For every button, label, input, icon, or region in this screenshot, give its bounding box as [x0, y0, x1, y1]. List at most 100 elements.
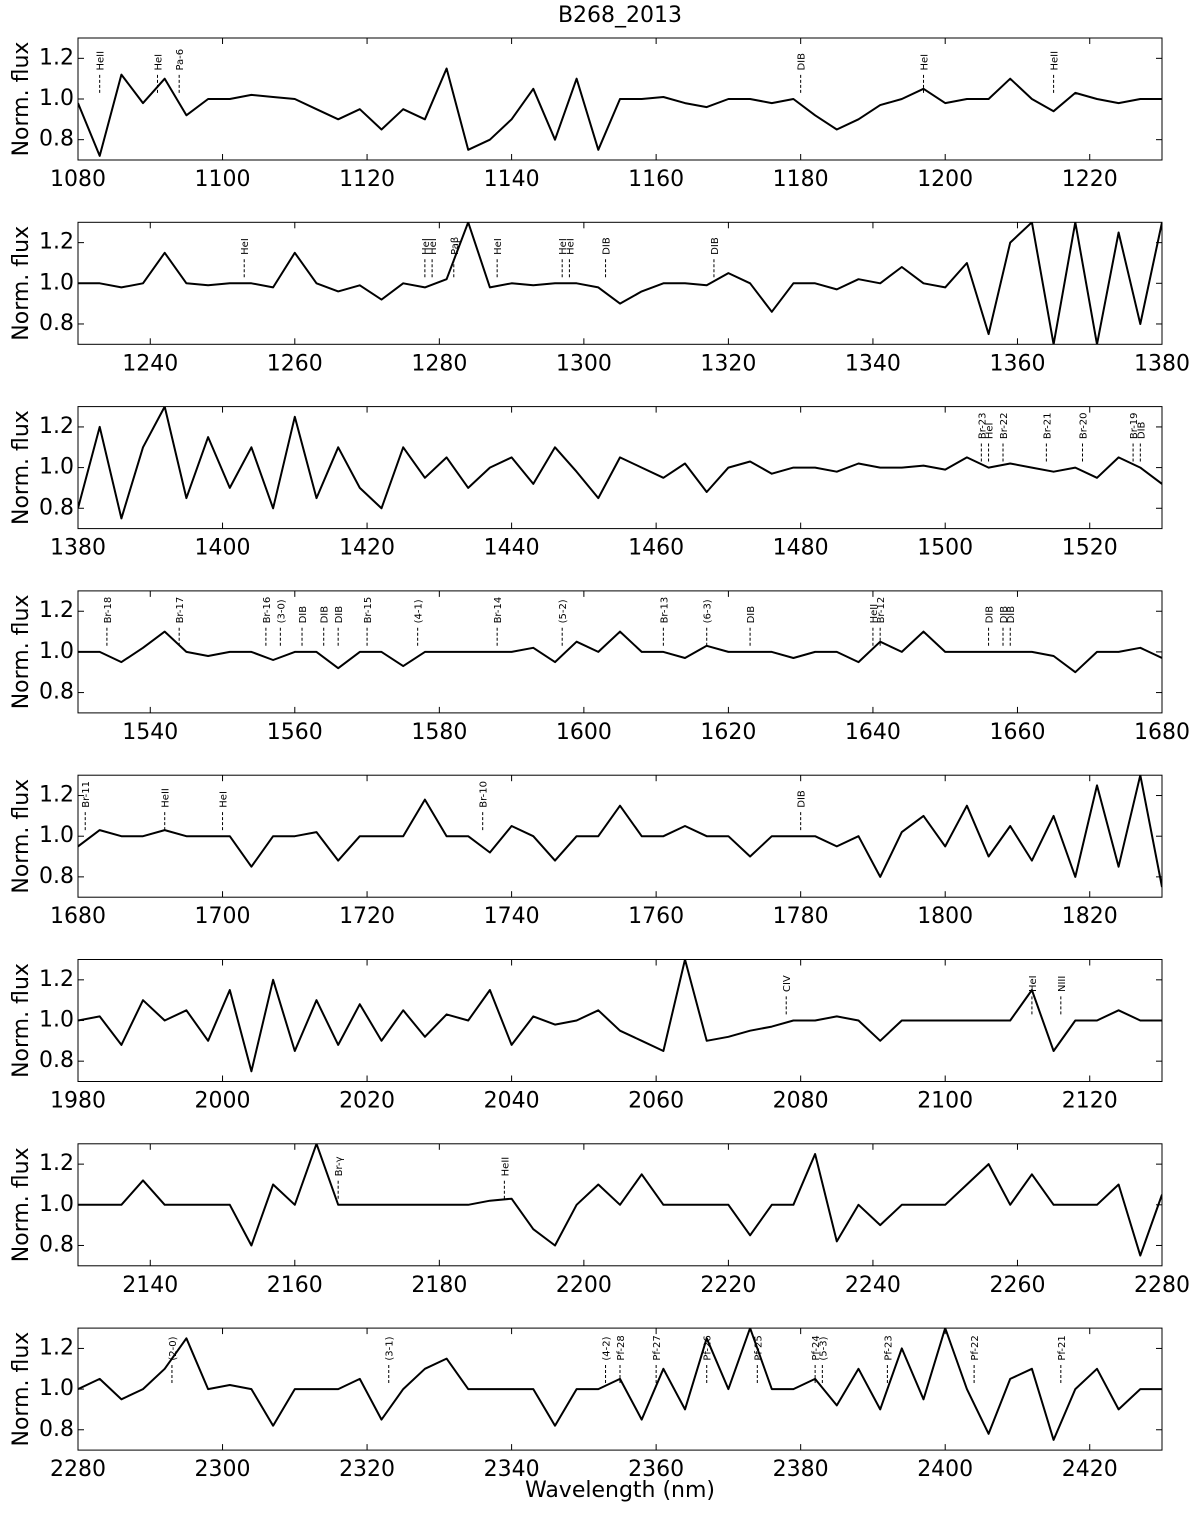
x-tick-label: 2160 — [267, 1273, 323, 1298]
line-label: DIB — [797, 790, 808, 808]
x-tick-label: 2220 — [700, 1273, 756, 1298]
x-tick-label: 1980 — [50, 1089, 106, 1114]
line-label: HeI — [240, 238, 251, 255]
y-tick-label: 1.2 — [39, 414, 74, 439]
x-tick-label: 1360 — [989, 351, 1045, 376]
line-label: Pa-6 — [175, 49, 186, 71]
x-tick-label: 1400 — [195, 536, 251, 561]
x-tick-label: 1080 — [50, 167, 106, 192]
x-tick-label: 2200 — [556, 1273, 612, 1298]
line-label: Pf-22 — [970, 1335, 981, 1360]
x-tick-label: 1500 — [917, 536, 973, 561]
line-label: HeI — [920, 54, 931, 71]
x-tick-label: 1280 — [411, 351, 467, 376]
y-tick-label: 1.2 — [39, 1151, 74, 1176]
line-label: (5-3) — [818, 1336, 829, 1360]
x-tick-label: 2240 — [845, 1273, 901, 1298]
line-label: Pf-24 — [811, 1335, 822, 1360]
line-label: (2-0) — [168, 1336, 179, 1360]
line-label: Pf-27 — [652, 1335, 663, 1360]
x-tick-label: 2000 — [195, 1089, 251, 1114]
x-tick-label: 2320 — [339, 1457, 395, 1482]
line-label: DIB — [710, 237, 721, 255]
x-tick-label: 1640 — [845, 720, 901, 745]
x-tick-label: 1720 — [339, 904, 395, 929]
line-label: Pf-23 — [883, 1335, 894, 1360]
plot-frame — [77, 774, 1163, 898]
y-tick-label: 1.2 — [39, 45, 74, 70]
line-label: Br-18 — [103, 597, 114, 624]
x-tick-label: 1620 — [700, 720, 756, 745]
y-tick-label: 0.8 — [39, 495, 74, 520]
x-tick-label: 1680 — [1134, 720, 1190, 745]
y-tick-label: 0.8 — [39, 311, 74, 336]
line-label: Br-γ — [334, 1156, 345, 1176]
line-label: HeI — [558, 238, 569, 255]
x-tick-label: 1760 — [628, 904, 684, 929]
y-tick-label: 1.2 — [39, 783, 74, 808]
line-label: (5-2) — [558, 599, 569, 623]
y-tick-label: 0.8 — [39, 864, 74, 889]
y-tick-label: 1.0 — [39, 270, 74, 295]
y-axis-label: Norm. flux — [9, 594, 34, 709]
spectrum-line — [78, 959, 1162, 1073]
x-tick-label: 2280 — [50, 1457, 106, 1482]
figure-title: B268_2013 — [558, 3, 682, 28]
spectrum-line — [78, 222, 1162, 345]
x-tick-label: 2360 — [628, 1457, 684, 1482]
plot-frame — [77, 221, 1163, 345]
y-tick-label: 1.0 — [39, 823, 74, 848]
x-tick-label: 1140 — [484, 167, 540, 192]
line-label: Pf-25 — [753, 1335, 764, 1360]
line-label: Br-21 — [1042, 412, 1053, 439]
line-label: (6-3) — [703, 599, 714, 623]
x-tick-label: 2120 — [1062, 1089, 1118, 1114]
x-tick-label: 2020 — [339, 1089, 395, 1114]
x-tick-label: 2040 — [484, 1089, 540, 1114]
line-label: HeI — [421, 238, 432, 255]
x-tick-label: 2380 — [773, 1457, 829, 1482]
plot-frame — [77, 590, 1163, 714]
y-tick-label: 1.0 — [39, 639, 74, 664]
spectrum-line — [78, 406, 1162, 520]
line-label: Br-23 — [977, 412, 988, 439]
x-tick-label: 1320 — [700, 351, 756, 376]
x-tick-label: 1680 — [50, 904, 106, 929]
plot-frame — [77, 1327, 1163, 1451]
line-label: DIB — [320, 606, 331, 624]
line-label: HeI — [428, 238, 439, 255]
line-label: HeI — [493, 238, 504, 255]
x-tick-label: 1160 — [628, 167, 684, 192]
line-label: (4-1) — [414, 599, 425, 623]
line-label: HeII — [161, 788, 172, 808]
line-label: HeI — [1028, 975, 1039, 992]
line-label: HeI — [985, 423, 996, 440]
y-tick-label: 0.8 — [39, 1417, 74, 1442]
line-label: Pf-26 — [703, 1335, 714, 1360]
y-tick-label: 1.2 — [39, 1335, 74, 1360]
y-axis-label: Norm. flux — [9, 1332, 34, 1447]
y-tick-label: 0.8 — [39, 680, 74, 705]
x-tick-label: 1580 — [411, 720, 467, 745]
spectrum-line — [78, 630, 1162, 674]
y-tick-label: 1.2 — [39, 598, 74, 623]
line-label: HeII — [1050, 51, 1061, 71]
y-axis-label: Norm. flux — [9, 226, 34, 341]
x-tick-label: 2280 — [1134, 1273, 1190, 1298]
x-tick-label: 2400 — [917, 1457, 973, 1482]
line-label: HeII — [500, 1157, 511, 1177]
y-tick-label: 1.0 — [39, 455, 74, 480]
y-tick-label: 0.8 — [39, 127, 74, 152]
x-tick-label: 2180 — [411, 1273, 467, 1298]
line-label: DIB — [1006, 606, 1017, 624]
x-tick-label: 2260 — [989, 1273, 1045, 1298]
line-label: DIB — [1136, 421, 1147, 439]
line-label: HeI — [565, 238, 576, 255]
x-tick-label: 1560 — [267, 720, 323, 745]
y-tick-label: 1.2 — [39, 967, 74, 992]
line-label: NIII — [1057, 976, 1068, 992]
x-tick-label: 1600 — [556, 720, 612, 745]
x-tick-label: 1800 — [917, 904, 973, 929]
line-label: Paβ — [450, 237, 461, 255]
line-label: DIB — [746, 606, 757, 624]
